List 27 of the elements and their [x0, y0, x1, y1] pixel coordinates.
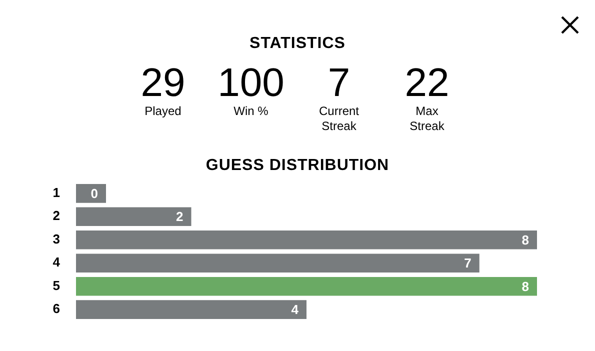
text: 100: [216, 61, 286, 105]
text: Played: [144, 104, 182, 119]
y-tick-label: 3: [52, 231, 60, 246]
y-tick-label: 4: [52, 254, 61, 270]
data-label: 2: [176, 209, 184, 224]
y-tick-label: 2: [52, 208, 60, 224]
bar: [76, 230, 537, 250]
text: 7: [326, 61, 352, 105]
text: STATISTICS: [248, 35, 346, 53]
data-label: 8: [522, 232, 529, 248]
bar: [76, 207, 192, 226]
data-label: 7: [464, 256, 472, 271]
bar: [76, 276, 537, 296]
text: Win %: [232, 104, 270, 119]
data-label: 4: [291, 302, 300, 318]
text: Current Streak: [318, 104, 360, 134]
data-label: 8: [522, 278, 529, 294]
y-tick-label: 5: [52, 278, 60, 293]
y-tick-label: 6: [52, 301, 60, 316]
text: 29: [140, 61, 186, 105]
text: 22: [404, 61, 450, 105]
chart-title: GUESS DISTRIBUTION: [204, 157, 390, 175]
data-label: 0: [90, 186, 98, 201]
bar: [76, 300, 306, 319]
bar: [76, 254, 480, 273]
text: Max Streak: [408, 104, 446, 134]
y-tick-label: 1: [52, 184, 60, 200]
